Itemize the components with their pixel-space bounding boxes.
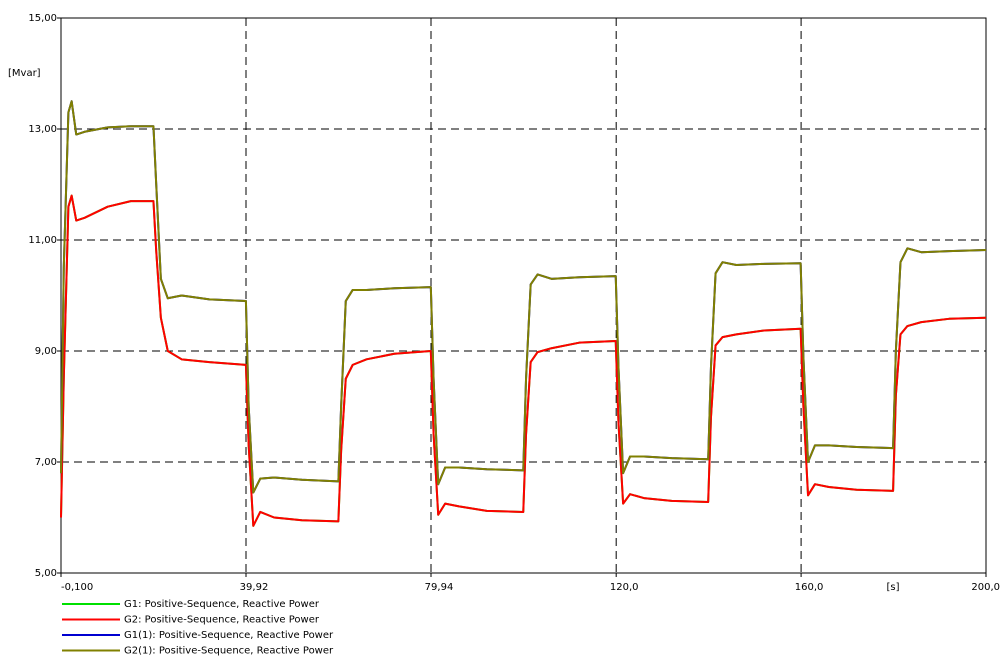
y-tick-label: 11,00 (28, 235, 57, 246)
x-tick-label: -0,100 (61, 582, 93, 593)
x-tick-label: 79,94 (425, 582, 454, 593)
x-tick-label: 160,0 (795, 582, 824, 593)
legend-label: G2: Positive-Sequence, Reactive Power (124, 615, 320, 626)
y-tick-label: 13,00 (28, 124, 57, 135)
series-line (60, 194, 987, 527)
series-line (60, 100, 987, 494)
legend-label: G1(1): Positive-Sequence, Reactive Power (124, 630, 334, 641)
y-tick-label: 15,00 (28, 13, 57, 24)
legend-label: G1: Positive-Sequence, Reactive Power (124, 599, 320, 610)
x-tick-label: 200,0 (971, 582, 1000, 593)
y-axis-label: [Mvar] (8, 68, 41, 79)
y-tick-label: 7,00 (35, 457, 57, 468)
x-axis-label: [s] (886, 582, 899, 593)
y-tick-label: 9,00 (35, 346, 57, 357)
x-tick-label: 39,92 (240, 582, 269, 593)
plot-frame (60, 17, 987, 574)
legend-label: G2(1): Positive-Sequence, Reactive Power (124, 646, 334, 657)
x-tick-label: 120,0 (610, 582, 639, 593)
y-tick-label: 5,00 (35, 568, 57, 579)
